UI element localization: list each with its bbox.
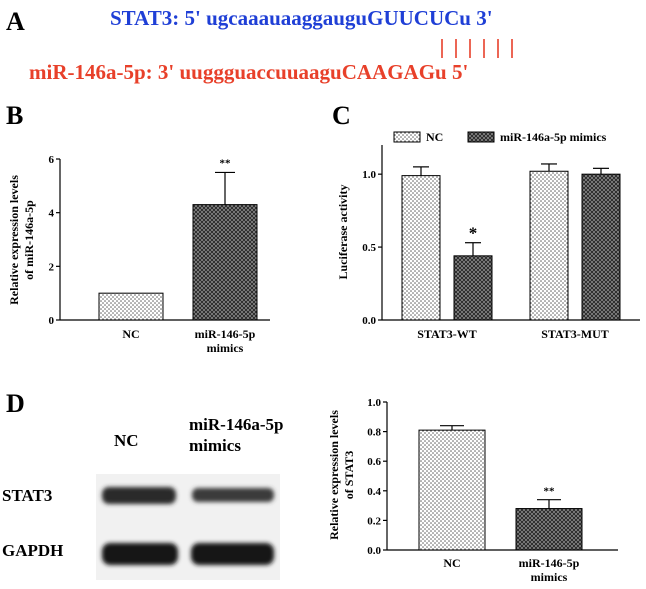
x-tick-label: NC	[122, 327, 139, 341]
y-axis-label: Luciferase activity	[336, 185, 350, 280]
stat3-sequence: STAT3: 5' ugcaaauaaggauguGUUCUCu 3'	[110, 6, 493, 30]
mir146a-sequence-seed: CAAGAG	[342, 60, 435, 84]
bar	[453, 255, 493, 321]
legend-label: miR-146a-5p mimics	[500, 130, 607, 144]
y-tick-label: 4	[49, 208, 55, 220]
y-tick-label: 1.0	[362, 169, 376, 181]
chart-d: 0.0 0.2 0.4 0.6 0.8 1.0 NC ** miR-146-5p mimics Re…	[327, 397, 618, 584]
wb-row-label-gapdh: GAPDH	[2, 541, 63, 560]
y-axis-label: Relative expression levelsof miR-146a-5p	[7, 175, 36, 305]
wb-column-label-mimics: miR-146a-5p mimics	[189, 415, 283, 455]
wb-band-stat3-mimics	[192, 488, 274, 502]
wb-band-gapdh-nc	[102, 543, 178, 565]
x-tick-label: miR-146-5p mimics	[519, 556, 580, 584]
mir146a-sequence-prefix: miR-146a-5p: 3' uuggguaccuuaagu	[29, 60, 342, 84]
significance-label: **	[544, 486, 556, 498]
stat3-sequence-suffix: u 3'	[459, 6, 492, 30]
panel-label-c: C	[332, 101, 351, 130]
legend-swatch	[467, 131, 495, 143]
stat3-sequence-seed: GUUCUC	[367, 6, 459, 30]
significance-label: **	[220, 157, 232, 169]
bar	[401, 175, 441, 321]
x-tick-label: STAT3-MUT	[541, 327, 609, 341]
y-tick-label: 6	[49, 154, 55, 166]
western-blot: NC miR-146a-5p mimics STAT3 GAPDH	[2, 415, 283, 580]
bar	[581, 173, 621, 321]
y-tick-label: 0.8	[367, 427, 381, 439]
x-tick-label: NC	[443, 556, 460, 570]
y-tick-label: 1.0	[367, 397, 381, 409]
base-pair-lines	[441, 39, 513, 58]
mir146a-sequence: miR-146a-5p: 3' uuggguaccuuaaguCAAGAGu 5…	[29, 60, 468, 84]
stat3-sequence-prefix: STAT3: 5' ugcaaauaaggaugu	[110, 6, 367, 30]
y-tick-label: 0.2	[367, 515, 381, 527]
x-tick-label: STAT3-WT	[417, 327, 477, 341]
chart-c: 0.0 0.5 1.0 * STAT3-WT STAT3-MUT Luciferase ac…	[336, 130, 640, 341]
chart-b: 0 2 4 6 NC ** miR-146-5p mimics Relative express…	[7, 154, 270, 355]
wb-band-stat3-nc	[102, 487, 176, 504]
y-tick-label: 0.6	[367, 456, 381, 468]
y-axis-label: Relative expression levelsof STAT3	[327, 410, 356, 540]
panel-label-d: D	[6, 389, 25, 418]
bar	[98, 292, 164, 321]
y-tick-label: 0	[49, 315, 55, 327]
y-tick-label: 0.0	[362, 315, 376, 327]
wb-column-label-nc: NC	[114, 431, 139, 450]
bar	[515, 508, 583, 551]
panel-label-a: A	[6, 7, 25, 36]
y-tick-label: 0.4	[367, 486, 381, 498]
bar	[529, 170, 569, 321]
y-tick-label: 2	[49, 261, 55, 273]
wb-row-label-stat3: STAT3	[2, 486, 52, 505]
panel-label-b: B	[6, 101, 23, 130]
wb-band-gapdh-mimics	[191, 543, 274, 565]
legend-label: NC	[426, 130, 443, 144]
x-tick-label: miR-146-5p mimics	[195, 327, 256, 355]
significance-label: *	[469, 224, 478, 243]
legend-swatch	[393, 131, 421, 143]
y-tick-label: 0.0	[367, 545, 381, 557]
bar	[418, 429, 486, 551]
bar	[192, 204, 258, 321]
mir146a-sequence-suffix: u 5'	[435, 60, 468, 84]
y-tick-label: 0.5	[362, 242, 376, 254]
